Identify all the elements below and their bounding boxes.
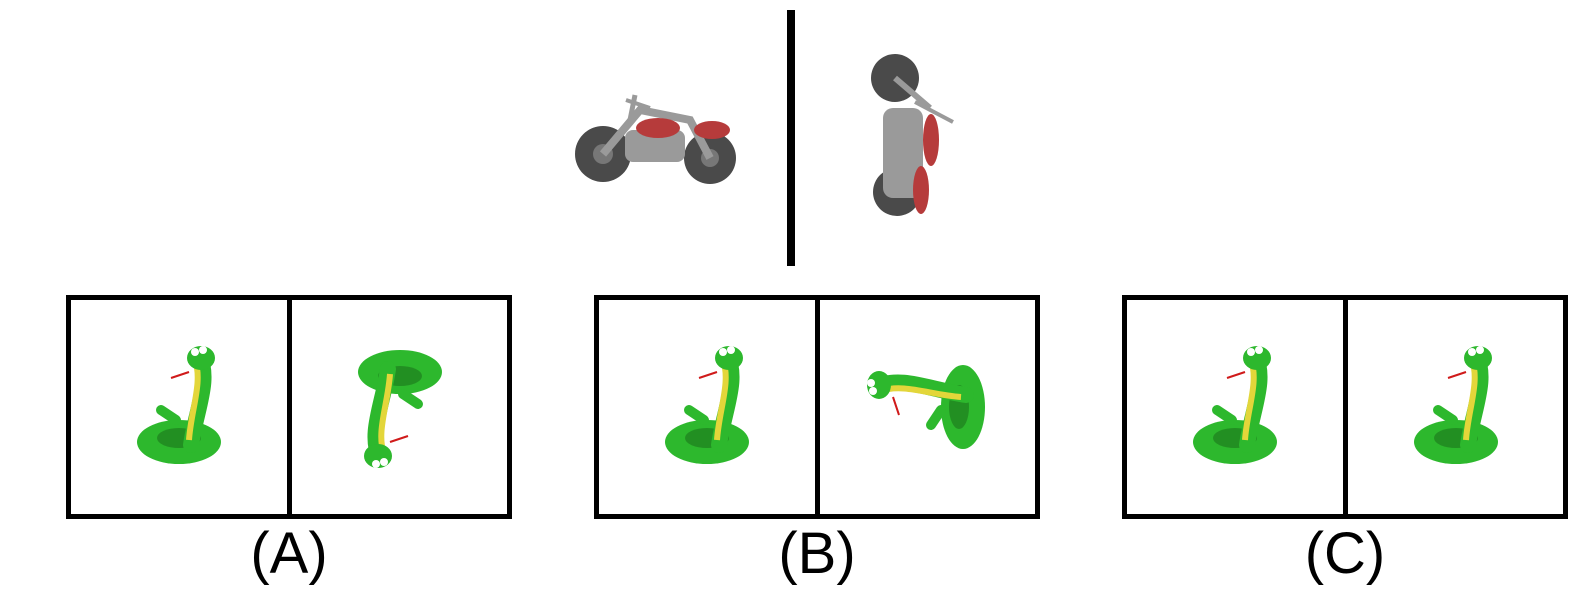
option-a-left-cell (71, 300, 287, 514)
option-b-left-cell (599, 300, 815, 514)
option-c-label: (C) (1304, 521, 1386, 586)
snake-upright-icon (1193, 346, 1277, 464)
snake-upright-icon (1414, 346, 1498, 464)
option-c-left-cell (1127, 300, 1343, 514)
option-a-divider (287, 300, 292, 514)
option-c-right-cell (1348, 300, 1564, 514)
snake-upright-icon (137, 346, 221, 464)
option-b-panel[interactable] (594, 295, 1040, 519)
option-b-label: (B) (778, 521, 856, 586)
option-a-right-cell (292, 300, 508, 514)
option-a-panel[interactable] (66, 295, 512, 519)
snake-upright-icon (665, 346, 749, 464)
motorcycle-side-view-icon (570, 40, 770, 240)
option-a-label: (A) (250, 521, 328, 586)
option-c-panel[interactable] (1122, 295, 1568, 519)
option-b-right-cell (820, 300, 1036, 514)
divider-line (787, 10, 795, 266)
option-b-divider (815, 300, 820, 514)
snake-upside-down-icon (358, 350, 442, 468)
snake-lying-sideways-icon (867, 365, 985, 449)
motorcycle-rotated-view-icon (835, 40, 1035, 240)
option-c-divider (1343, 300, 1348, 514)
